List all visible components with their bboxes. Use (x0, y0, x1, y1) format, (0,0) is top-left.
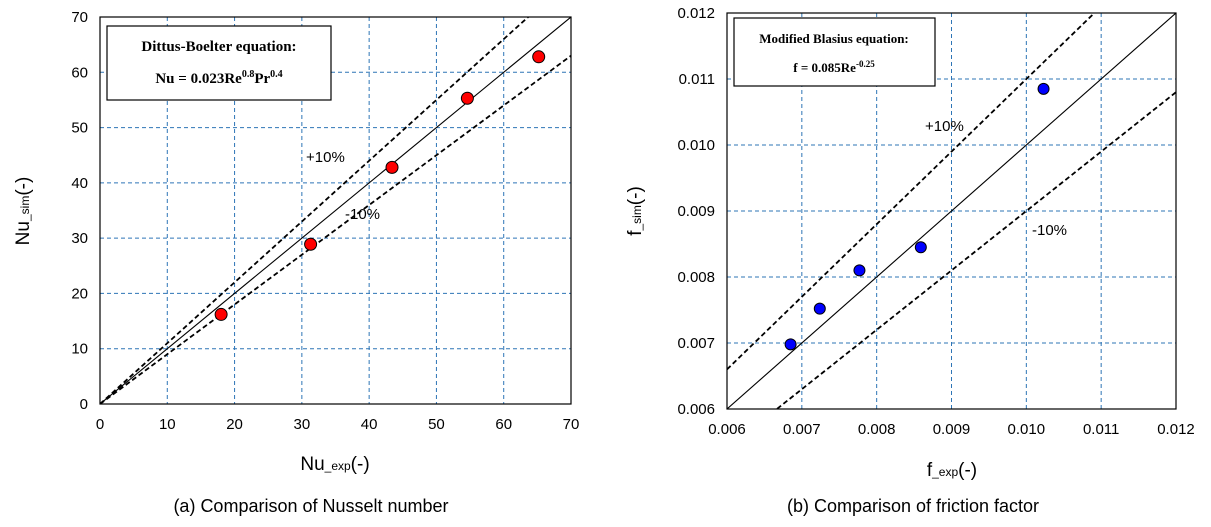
friction-chart: 0.006 0.007 0.008 0.009 0.010 0.011 0.012 0.00… (625, 5, 1195, 516)
data-points-a (214, 50, 546, 321)
data-point (460, 91, 474, 105)
x-axis-label-b: f_exp(-) (927, 460, 977, 481)
equation-title-a: Dittus-Boelter equation: (141, 39, 296, 55)
x-axis-label-a: Nu_exp(-) (300, 454, 369, 475)
x-tick-label: 0 (96, 416, 104, 433)
caption-b: (b) Comparison of friction factor (787, 496, 1039, 516)
data-points-b (784, 82, 1050, 351)
x-tick-label: 60 (495, 416, 512, 433)
nusselt-chart: 0 10 20 30 40 50 60 70 0 10 20 30 40 50 60 70 Dittus-B… (13, 9, 580, 516)
x-tick-label: 20 (226, 416, 243, 433)
y-axis-label-b: f_sim(-) (625, 186, 646, 236)
plus10-label-a: +10% (306, 149, 345, 166)
x-tick-label: 0.009 (933, 421, 971, 438)
minus10-line-b (775, 91, 1176, 409)
x-tick-label: 10 (159, 416, 176, 433)
data-point (813, 302, 826, 315)
x-tick-label: 40 (361, 416, 378, 433)
x-tick-label: 0.006 (708, 421, 746, 438)
data-point (214, 307, 228, 321)
x-tick-label: 50 (428, 416, 445, 433)
parity-line-a (100, 17, 571, 404)
data-point (914, 241, 927, 254)
x-tick-label: 0.010 (1008, 421, 1046, 438)
y-tick-label: 0.011 (679, 71, 715, 88)
plot-frame-b (726, 12, 1177, 410)
y-tick-label: 0 (80, 396, 88, 413)
y-tick-label: 0.012 (677, 5, 715, 22)
plot-frame-a (99, 16, 572, 405)
x-tick-label: 0.012 (1157, 421, 1195, 438)
plus10-line-a (100, 17, 530, 404)
equation-formula-a: Nu = 0.023Re0.8Pr0.4 (155, 69, 282, 87)
y-tick-label: 20 (71, 285, 88, 302)
minus10-label-a: -10% (345, 206, 380, 223)
x-tick-label: 70 (563, 416, 580, 433)
equation-title-b: Modified Blasius equation: (759, 31, 909, 46)
caption-a: (a) Comparison of Nusselt number (173, 496, 448, 516)
x-tick-label: 0.011 (1083, 421, 1119, 438)
y-tick-labels-a: 0 10 20 30 40 50 60 70 (71, 9, 88, 413)
grid-a (100, 17, 571, 404)
y-tick-label: 0.006 (677, 401, 715, 418)
y-tick-label: 0.009 (677, 203, 715, 220)
parity-line-b (727, 13, 1176, 409)
y-tick-label: 0.008 (677, 269, 715, 286)
y-tick-labels-b: 0.006 0.007 0.008 0.009 0.010 0.011 0.012 (677, 5, 715, 418)
y-tick-label: 10 (71, 341, 88, 358)
equation-formula-b: f = 0.085Re-0.25 (793, 59, 875, 75)
y-tick-label: 40 (71, 175, 88, 192)
data-point (853, 264, 866, 277)
y-tick-label: 0.007 (677, 335, 715, 352)
y-tick-label: 50 (71, 120, 88, 137)
x-tick-label: 0.008 (858, 421, 896, 438)
x-tick-label: 0.007 (783, 421, 821, 438)
equation-box-a (106, 25, 332, 101)
x-tick-labels-a: 0 10 20 30 40 50 60 70 (96, 416, 580, 433)
equation-box-b (733, 17, 936, 87)
plus10-label-b: +10% (925, 118, 964, 135)
y-tick-label: 70 (71, 9, 88, 26)
y-tick-label: 0.010 (677, 137, 715, 154)
plus10-line-b (727, 13, 1096, 371)
data-point (385, 160, 399, 174)
x-tick-labels-b: 0.006 0.007 0.008 0.009 0.010 0.011 0.012 (708, 421, 1195, 438)
data-point (532, 50, 546, 64)
minus10-label-b: -10% (1032, 222, 1067, 239)
minus10-line-a (100, 54, 571, 404)
data-point (1037, 82, 1050, 95)
y-axis-label-a: Nu_sim(-) (13, 177, 34, 246)
data-point (304, 237, 318, 251)
x-tick-label: 30 (294, 416, 311, 433)
y-tick-label: 30 (71, 230, 88, 247)
y-tick-label: 60 (71, 64, 88, 81)
data-point (784, 338, 797, 351)
